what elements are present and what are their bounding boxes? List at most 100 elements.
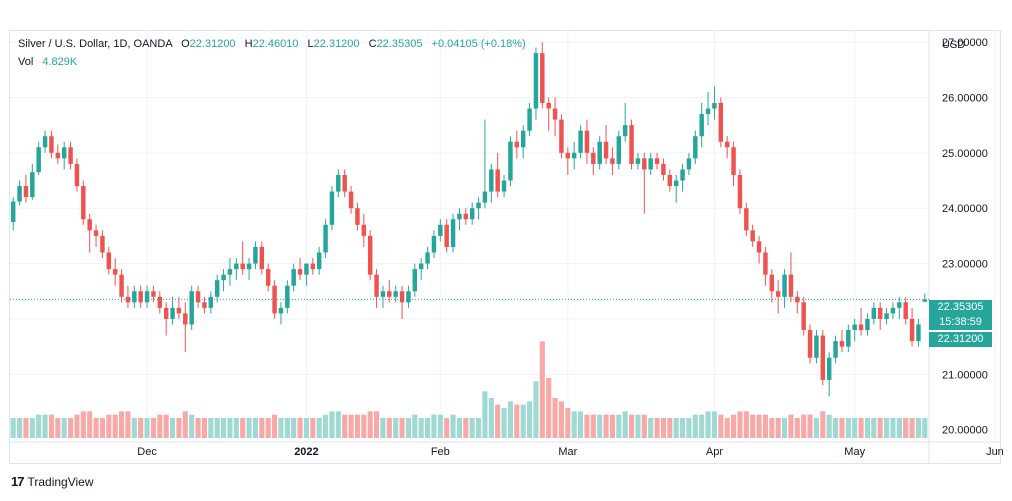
last-price-tag: 22.35305	[929, 300, 992, 315]
volume-bar	[794, 418, 800, 438]
volume-bar	[864, 418, 870, 438]
candle-body	[431, 235, 437, 253]
candle-body	[846, 330, 851, 347]
candle-body	[278, 307, 284, 314]
volume-bar	[724, 418, 730, 438]
volume-bar	[405, 418, 411, 438]
candle-body	[444, 224, 449, 247]
volume-bar	[520, 404, 526, 438]
volume-bar	[896, 418, 902, 438]
y-tick-label: 21.00000	[942, 369, 988, 381]
volume-bar	[782, 418, 788, 438]
volume-bar	[386, 418, 392, 438]
candle-body	[399, 291, 405, 303]
volume-bar	[335, 411, 341, 438]
volume-bar	[125, 411, 131, 438]
legend-low-value: 22.31200	[313, 38, 360, 50]
candle-body	[93, 230, 99, 236]
volume-bar	[42, 414, 48, 438]
candle-body	[871, 307, 877, 319]
candle-body	[285, 285, 290, 308]
volume-bar	[762, 414, 768, 438]
candle-body	[336, 174, 341, 192]
candle-body	[718, 102, 724, 142]
volume-bar	[705, 411, 711, 438]
volume-bar	[29, 418, 35, 438]
candle-body	[119, 274, 124, 297]
candle-body	[571, 152, 577, 159]
volume-bar	[635, 414, 641, 438]
candle-body	[680, 169, 685, 181]
candle-body	[820, 335, 826, 380]
candle-body	[737, 174, 743, 209]
volume-bar	[354, 414, 360, 438]
volume-bar	[342, 414, 348, 438]
candle-body	[833, 341, 838, 358]
currency-label: USD	[942, 39, 965, 51]
candle-body	[469, 208, 475, 220]
volume-bar	[23, 418, 29, 438]
x-tick-label: Apr	[706, 446, 723, 458]
candle-body	[68, 147, 73, 164]
ohlc-legend: Silver / U.S. Dollar, 1D, OANDA O22.3120…	[18, 38, 526, 50]
candle-body	[74, 163, 80, 187]
volume-bar	[813, 418, 819, 438]
candle-body	[750, 230, 755, 242]
candle-body	[30, 172, 35, 198]
candle-body	[234, 263, 239, 270]
volume-bar	[609, 414, 615, 438]
volume-bar	[272, 414, 278, 438]
x-tick-label: Feb	[431, 446, 450, 458]
candle-body	[546, 102, 551, 109]
x-tick-label: Jun	[986, 446, 1004, 458]
volume-bar	[769, 418, 775, 438]
tradingview-logo[interactable]: 17 TradingView	[11, 474, 94, 489]
candle-body	[361, 224, 367, 236]
volume-bar	[775, 418, 781, 438]
candle-body	[297, 269, 303, 275]
y-tick-label: 27.00000	[942, 37, 988, 49]
legend-high-label: H	[244, 38, 253, 50]
volume-bar	[858, 418, 864, 438]
candle-body	[157, 296, 163, 308]
chart-frame[interactable]	[9, 30, 1001, 464]
volume-bar	[622, 411, 628, 438]
volume-bar	[412, 414, 418, 438]
candle-body	[23, 186, 29, 198]
volume-bar	[801, 414, 807, 438]
volume-bar	[539, 341, 545, 438]
volume-bar	[87, 411, 93, 438]
candle-body	[763, 252, 768, 275]
volume-bar	[884, 418, 890, 438]
bar-countdown-tag: 15:38:59	[929, 315, 992, 330]
volume-bar	[144, 418, 150, 438]
candle-body	[87, 219, 92, 231]
candle-body	[788, 274, 794, 297]
volume-bar	[533, 381, 539, 438]
volume-bar	[380, 418, 386, 438]
candle-body	[17, 186, 22, 202]
candle-body	[795, 296, 800, 303]
volume-bar	[578, 411, 584, 438]
volume-bar	[603, 414, 609, 438]
volume-bar	[201, 418, 207, 438]
candle-body	[489, 169, 494, 192]
candle-body	[616, 136, 622, 164]
candle-body	[170, 307, 175, 319]
candle-body	[463, 213, 469, 220]
candle-body	[393, 291, 398, 297]
candle-body	[629, 125, 634, 164]
volume-bar	[852, 418, 858, 438]
candle-body	[221, 274, 226, 281]
volume-bar	[284, 418, 290, 438]
legend-symbol: Silver / U.S. Dollar, 1D, OANDA	[18, 38, 173, 50]
candle-body	[756, 241, 762, 253]
candle-body	[527, 108, 532, 131]
candle-body	[699, 114, 704, 137]
candle-body	[183, 313, 188, 325]
candle-body	[610, 158, 615, 164]
volume-bar	[616, 414, 622, 438]
volume-bar	[571, 411, 577, 438]
y-tick-label: 26.00000	[942, 92, 988, 104]
